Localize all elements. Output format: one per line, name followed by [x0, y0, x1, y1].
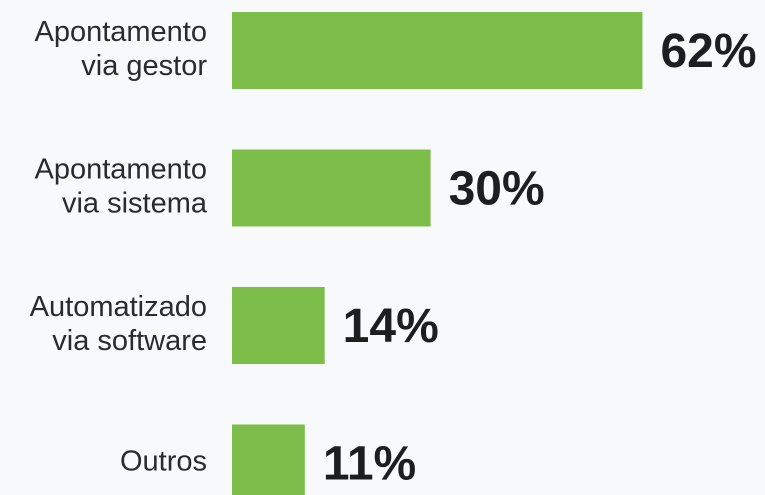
category-label: via sistema	[62, 188, 208, 220]
category-label: Apontamento	[34, 16, 207, 48]
category-label: Outros	[120, 446, 207, 478]
value-label: 30%	[449, 163, 545, 216]
category-label: Apontamento	[34, 154, 207, 186]
bar	[232, 424, 305, 495]
category-label: via software	[52, 325, 207, 357]
category-label: via gestor	[81, 50, 207, 82]
value-label: 11%	[323, 438, 416, 491]
bar	[232, 149, 431, 227]
value-label: 62%	[660, 25, 756, 78]
bar	[232, 12, 643, 89]
bar	[232, 287, 325, 364]
value-label: 14%	[343, 300, 439, 353]
category-label: Automatizado	[30, 291, 207, 323]
